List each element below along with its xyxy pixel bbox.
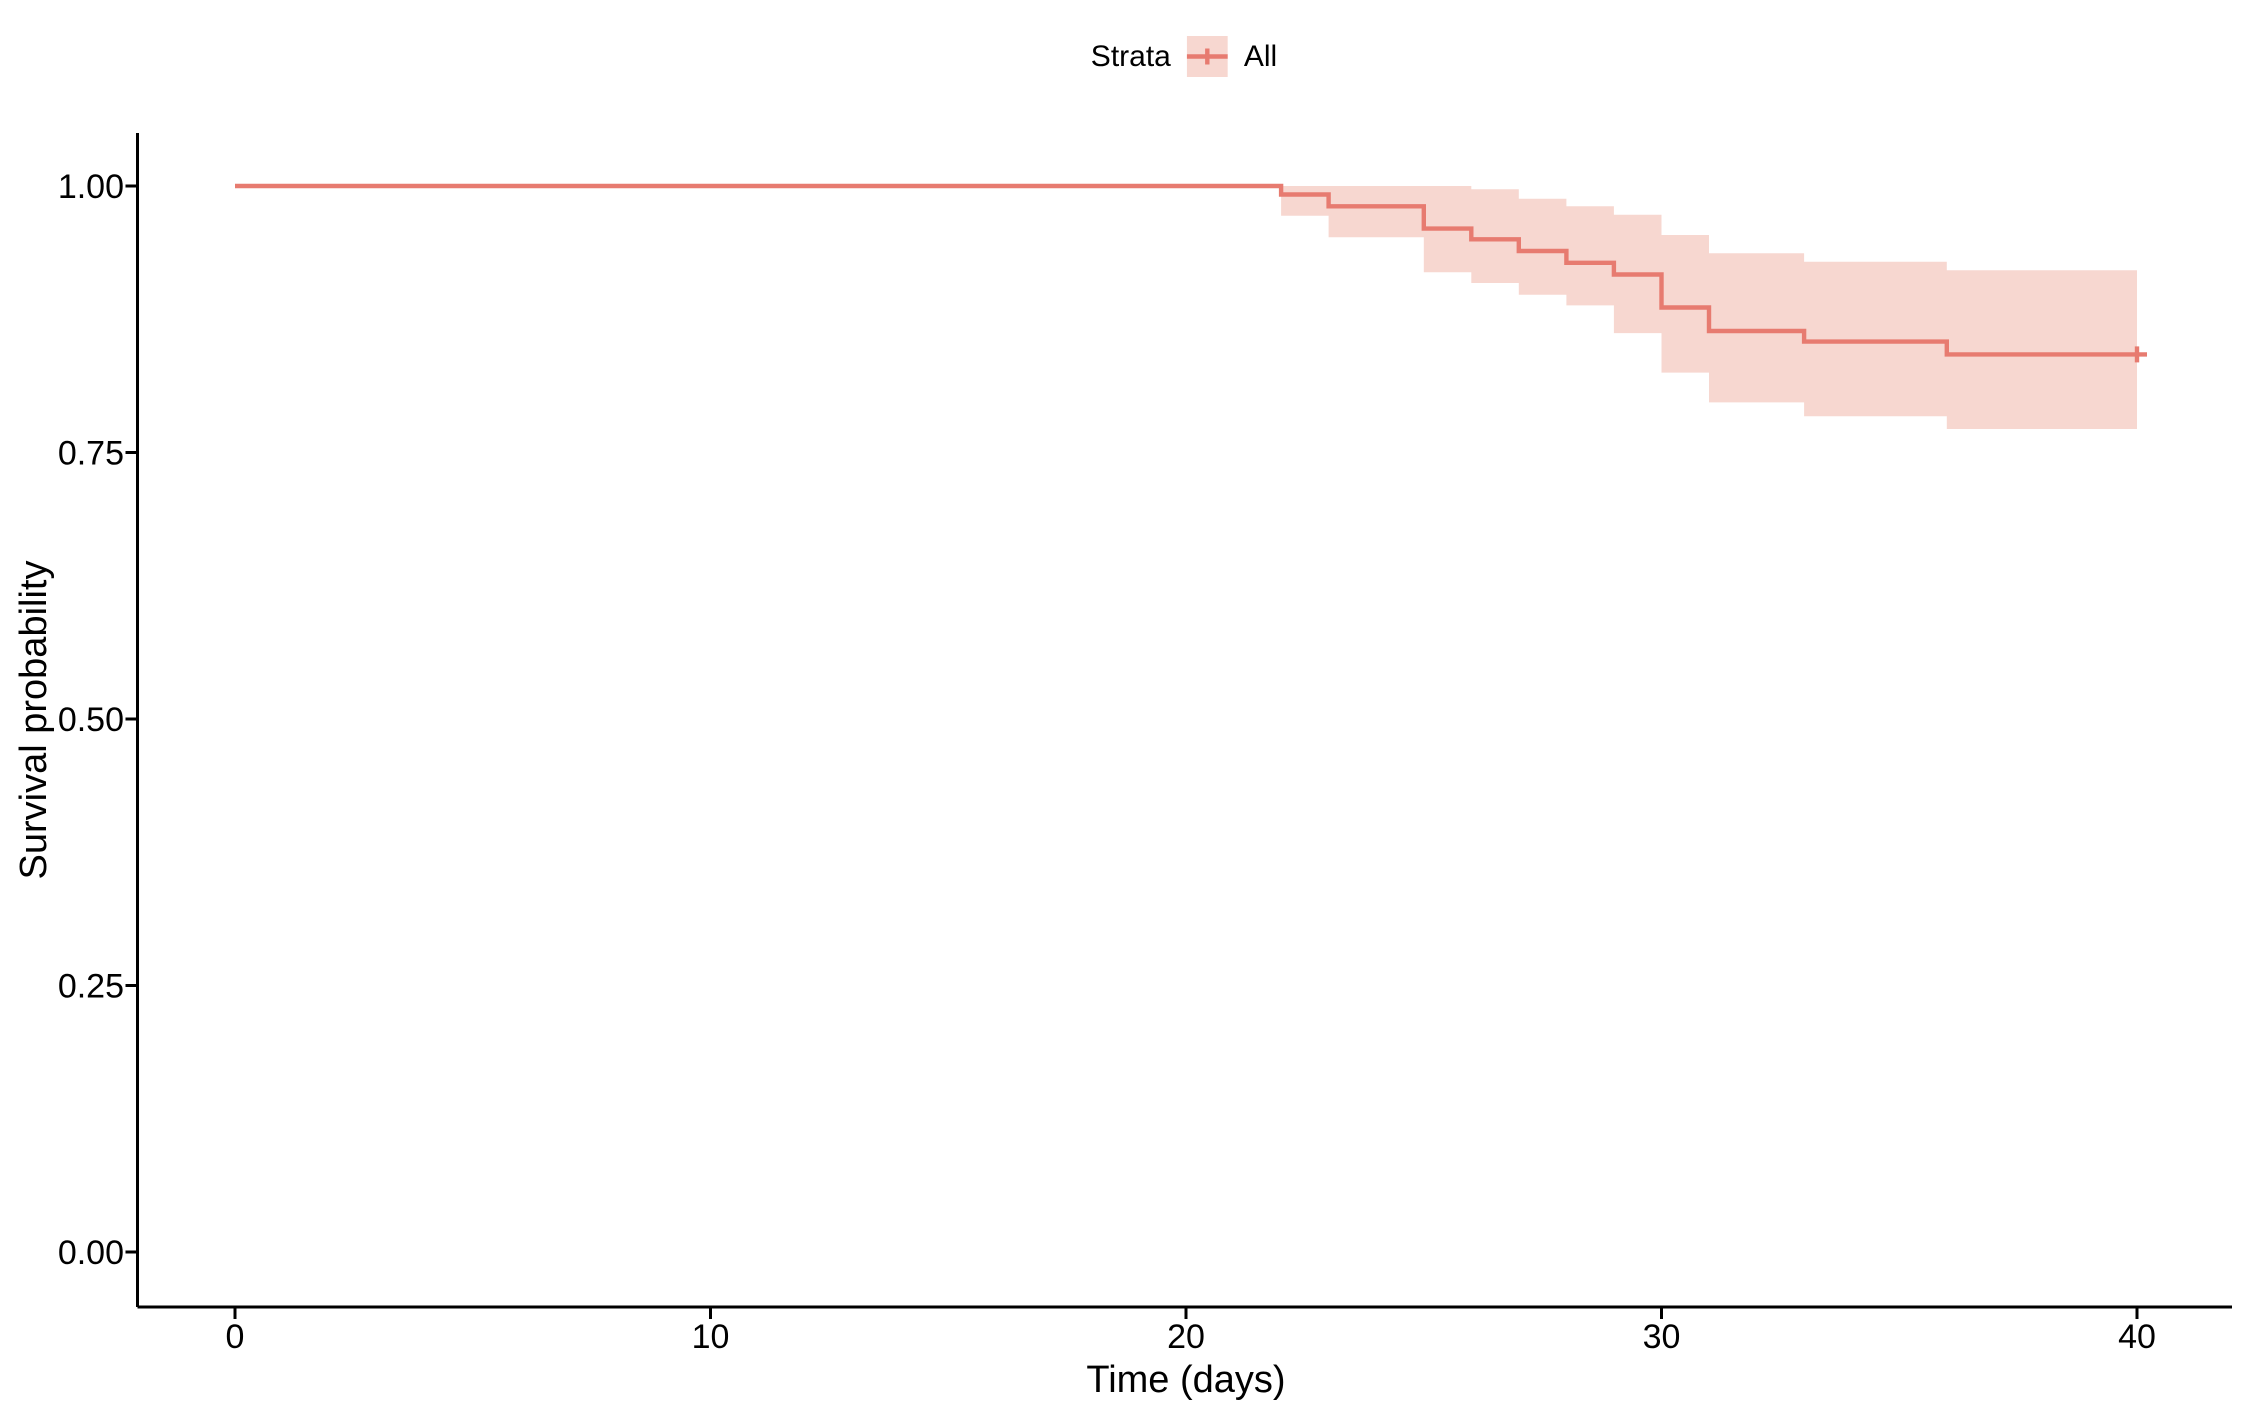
y-tick-label: 1.00 — [58, 168, 124, 206]
legend-title: Strata — [1090, 39, 1171, 73]
y-tick-label: 0.25 — [58, 968, 124, 1006]
legend: Strata All — [1091, 36, 1277, 77]
curve-layer — [235, 183, 2147, 363]
x-tick-label: 0 — [226, 1318, 245, 1356]
x-tick-label: 20 — [1167, 1318, 1205, 1356]
y-tick-label: 0.00 — [58, 1234, 124, 1272]
labels-layer: 0.00 0.25 0.50 0.75 1.00 0 10 20 30 40 — [58, 168, 2156, 1356]
x-tick-label: 30 — [1643, 1318, 1681, 1356]
x-tick-label: 40 — [2118, 1318, 2156, 1356]
x-axis-title: Time (days) — [1086, 1359, 1285, 1401]
y-axis-title: Survival probability — [13, 561, 55, 880]
legend-label-all: All — [1243, 39, 1278, 73]
y-tick-label: 0.75 — [58, 435, 124, 473]
y-tick-label: 0.50 — [58, 701, 124, 739]
x-tick-label: 10 — [692, 1318, 730, 1356]
axes-layer — [125, 133, 2232, 1319]
legend-key-all-icon — [1186, 36, 1228, 77]
survival-curve-all — [235, 183, 2147, 357]
